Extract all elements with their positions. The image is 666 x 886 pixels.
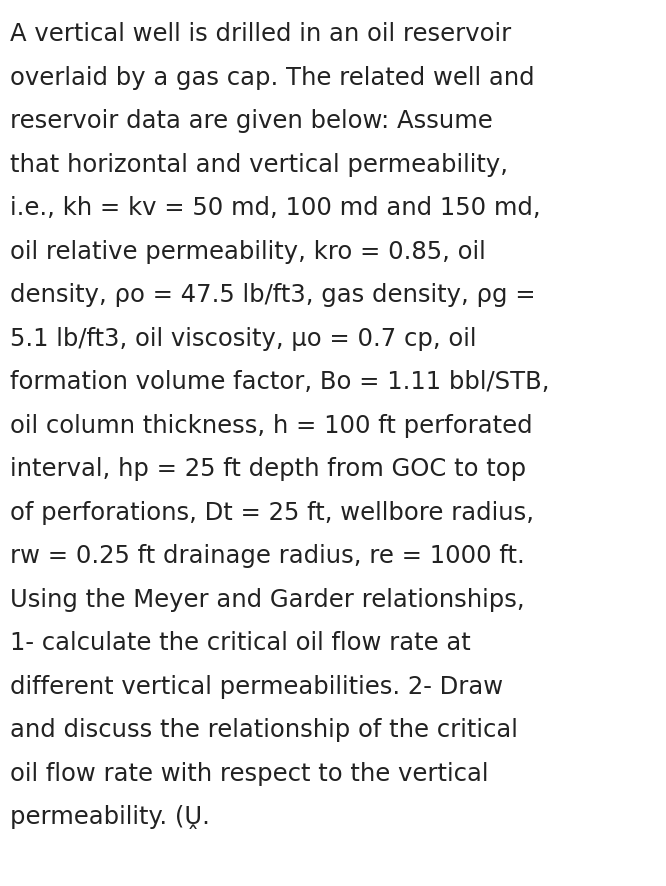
Text: A vertical well is drilled in an oil reservoir: A vertical well is drilled in an oil res… xyxy=(10,22,511,46)
Text: Using the Meyer and Garder relationships,: Using the Meyer and Garder relationships… xyxy=(10,587,525,611)
Text: interval, hp = 25 ft depth from GOC to top: interval, hp = 25 ft depth from GOC to t… xyxy=(10,457,526,481)
Text: i.e., kh = kv = 50 md, 100 md and 150 md,: i.e., kh = kv = 50 md, 100 md and 150 md… xyxy=(10,196,541,220)
Text: and discuss the relationship of the critical: and discuss the relationship of the crit… xyxy=(10,719,518,742)
Text: permeability. (Ṷ.: permeability. (Ṷ. xyxy=(10,805,210,829)
Text: overlaid by a gas cap. The related well and: overlaid by a gas cap. The related well … xyxy=(10,66,535,89)
Text: 1- calculate the critical oil flow rate at: 1- calculate the critical oil flow rate … xyxy=(10,631,471,655)
Text: of perforations, Dt = 25 ft, wellbore radius,: of perforations, Dt = 25 ft, wellbore ra… xyxy=(10,501,534,525)
Text: that horizontal and vertical permeability,: that horizontal and vertical permeabilit… xyxy=(10,152,508,176)
Text: rw = 0.25 ft drainage radius, re = 1000 ft.: rw = 0.25 ft drainage radius, re = 1000 … xyxy=(10,544,525,568)
Text: 5.1 lb/ft3, oil viscosity, μo = 0.7 cp, oil: 5.1 lb/ft3, oil viscosity, μo = 0.7 cp, … xyxy=(10,327,476,351)
Text: reservoir data are given below: Assume: reservoir data are given below: Assume xyxy=(10,109,493,133)
Text: density, ρo = 47.5 lb/ft3, gas density, ρg =: density, ρo = 47.5 lb/ft3, gas density, … xyxy=(10,284,535,307)
Text: different vertical permeabilities. 2- Draw: different vertical permeabilities. 2- Dr… xyxy=(10,674,503,699)
Text: oil flow rate with respect to the vertical: oil flow rate with respect to the vertic… xyxy=(10,762,488,786)
Text: formation volume factor, Bo = 1.11 bbl/STB,: formation volume factor, Bo = 1.11 bbl/S… xyxy=(10,370,549,394)
Text: oil column thickness, h = 100 ft perforated: oil column thickness, h = 100 ft perfora… xyxy=(10,414,533,438)
Text: oil relative permeability, kro = 0.85, oil: oil relative permeability, kro = 0.85, o… xyxy=(10,239,486,264)
